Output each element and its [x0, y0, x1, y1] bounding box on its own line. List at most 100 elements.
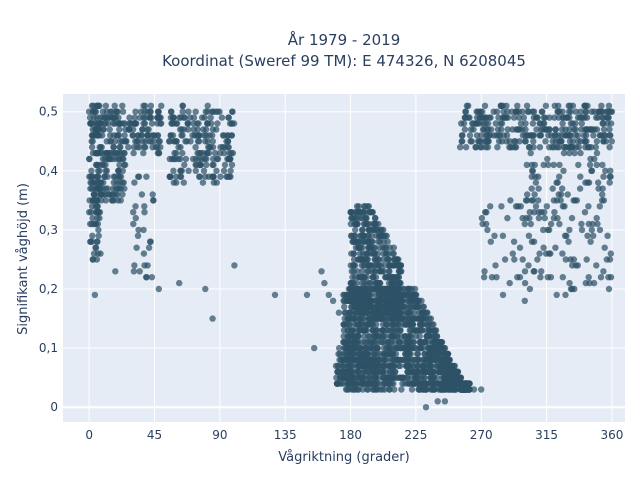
data-point [210, 173, 217, 180]
data-point [358, 339, 365, 346]
data-point [380, 250, 387, 257]
data-point [216, 149, 224, 157]
data-point [510, 114, 518, 121]
y-tick-labels: 0 0,1 0,2 0,3 0,4 0,5 [39, 105, 58, 414]
data-point [366, 226, 373, 234]
data-point [213, 126, 220, 133]
data-point [524, 108, 531, 115]
data-point [88, 167, 95, 174]
data-point [583, 256, 590, 263]
data-point [522, 138, 529, 145]
data-point [334, 368, 341, 375]
data-point [422, 309, 429, 316]
data-point [536, 250, 543, 257]
data-point [559, 185, 566, 192]
data-point [566, 279, 573, 287]
data-point [473, 114, 481, 121]
data-point [111, 102, 118, 110]
data-point [436, 356, 443, 364]
data-point [352, 226, 359, 234]
data-point [405, 339, 412, 346]
data-point [371, 244, 379, 251]
data-point [141, 120, 149, 127]
data-point [572, 108, 580, 115]
data-point [98, 179, 105, 186]
data-point [547, 220, 555, 228]
data-point [110, 173, 118, 180]
data-point [366, 303, 373, 310]
data-point [432, 380, 439, 387]
data-point [416, 321, 424, 328]
data-point [392, 309, 399, 316]
data-point [348, 291, 356, 299]
data-point [608, 108, 616, 115]
data-point [515, 108, 522, 115]
data-point [85, 108, 93, 115]
data-point [426, 344, 433, 352]
data-point [360, 362, 368, 370]
data-point [499, 232, 507, 239]
data-point [96, 102, 103, 110]
data-point [92, 209, 100, 216]
data-point [190, 114, 198, 121]
data-point [522, 126, 529, 133]
data-point [572, 126, 579, 133]
data-point [224, 138, 232, 145]
data-point [329, 297, 337, 304]
data-point [531, 191, 538, 198]
data-point [225, 155, 233, 163]
data-point [142, 144, 149, 151]
data-point [398, 386, 405, 393]
data-point [417, 380, 424, 387]
data-point [117, 144, 124, 151]
data-point [404, 368, 411, 375]
data-point [522, 197, 530, 204]
data-point [139, 126, 146, 133]
data-point [192, 167, 199, 174]
data-point [590, 132, 597, 139]
data-point [565, 238, 572, 245]
data-point [360, 232, 367, 239]
data-point [567, 108, 574, 115]
data-point [472, 144, 479, 151]
data-point [582, 108, 589, 115]
data-point [182, 155, 190, 163]
data-point [377, 244, 384, 251]
data-point [596, 203, 603, 210]
data-point [593, 262, 600, 269]
data-point [588, 226, 595, 234]
data-point [341, 291, 348, 299]
data-point [584, 232, 591, 239]
data-point [397, 303, 404, 310]
data-point [484, 144, 492, 151]
data-point [417, 368, 424, 375]
data-point [359, 315, 367, 322]
data-point [180, 179, 187, 186]
data-point [335, 309, 343, 316]
data-point [593, 161, 600, 169]
data-point [86, 155, 93, 163]
data-point [380, 238, 387, 245]
data-point [117, 173, 125, 180]
data-point [383, 303, 391, 310]
data-point [373, 356, 381, 364]
data-point [583, 114, 591, 121]
data-point [517, 203, 524, 210]
data-point [390, 333, 397, 340]
data-point [555, 191, 562, 198]
data-point [573, 197, 581, 204]
data-point [584, 126, 591, 133]
data-point [387, 356, 395, 364]
data-point [111, 138, 119, 145]
data-point [540, 161, 547, 169]
data-point [98, 197, 105, 204]
data-point [470, 386, 478, 393]
data-point [387, 339, 394, 346]
data-point [389, 368, 396, 375]
data-point [228, 132, 236, 139]
data-point [607, 250, 614, 257]
data-point [353, 380, 360, 387]
data-point [606, 179, 613, 186]
data-point [209, 315, 216, 322]
